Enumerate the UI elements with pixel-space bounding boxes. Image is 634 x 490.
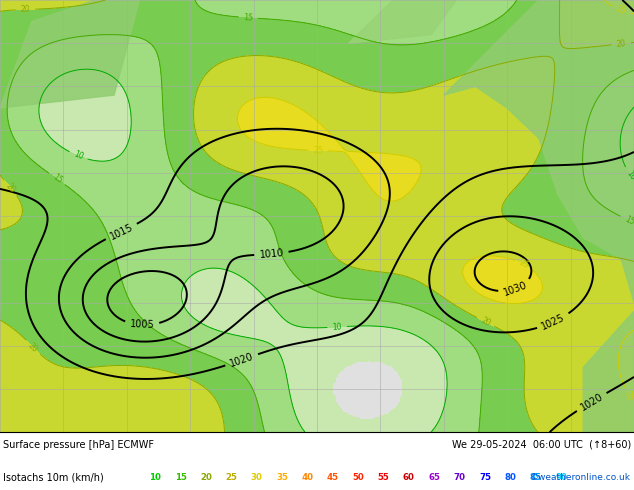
- Text: 10: 10: [150, 473, 161, 482]
- Text: 20: 20: [4, 181, 17, 194]
- Text: 25: 25: [226, 473, 237, 482]
- Text: 1015: 1015: [108, 221, 134, 242]
- Text: 10: 10: [72, 150, 84, 162]
- Text: 65: 65: [429, 473, 440, 482]
- Text: 1005: 1005: [129, 319, 155, 330]
- Text: Surface pressure [hPa] ECMWF: Surface pressure [hPa] ECMWF: [3, 440, 154, 450]
- Polygon shape: [444, 0, 634, 302]
- Text: 85: 85: [530, 473, 541, 482]
- Text: 70: 70: [454, 473, 465, 482]
- Text: 20: 20: [27, 341, 40, 354]
- Text: 20: 20: [20, 5, 30, 14]
- Text: 90: 90: [555, 473, 567, 482]
- Text: We 29-05-2024  06:00 UTC  (↑8+60): We 29-05-2024 06:00 UTC (↑8+60): [451, 440, 631, 450]
- Text: 1020: 1020: [228, 351, 255, 368]
- Polygon shape: [0, 0, 139, 108]
- Text: 10: 10: [624, 169, 634, 182]
- Text: 1030: 1030: [502, 280, 529, 298]
- Text: 50: 50: [353, 473, 364, 482]
- Text: 60: 60: [403, 473, 415, 482]
- Text: 80: 80: [505, 473, 516, 482]
- Text: 20: 20: [479, 316, 492, 328]
- Text: 15: 15: [623, 215, 634, 227]
- Text: 20: 20: [200, 473, 212, 482]
- Text: 25: 25: [313, 146, 323, 155]
- Text: 25: 25: [615, 5, 627, 17]
- Text: 40: 40: [302, 473, 313, 482]
- Text: 15: 15: [175, 473, 186, 482]
- Text: 25: 25: [623, 390, 634, 402]
- Text: 45: 45: [327, 473, 339, 482]
- Text: ©weatheronline.co.uk: ©weatheronline.co.uk: [530, 473, 631, 482]
- Text: 25: 25: [517, 258, 530, 270]
- Polygon shape: [349, 0, 456, 43]
- Text: 15: 15: [51, 172, 63, 186]
- Text: 35: 35: [276, 473, 288, 482]
- Polygon shape: [583, 311, 634, 432]
- Text: 15: 15: [243, 13, 253, 23]
- Text: 20: 20: [616, 39, 626, 49]
- Text: 1025: 1025: [540, 312, 567, 332]
- Text: 30: 30: [251, 473, 262, 482]
- Text: 75: 75: [479, 473, 491, 482]
- Text: 1010: 1010: [259, 248, 284, 260]
- Text: 1020: 1020: [578, 391, 605, 413]
- Text: 55: 55: [378, 473, 389, 482]
- Text: 10: 10: [332, 322, 342, 332]
- Text: Isotachs 10m (km/h): Isotachs 10m (km/h): [3, 472, 104, 482]
